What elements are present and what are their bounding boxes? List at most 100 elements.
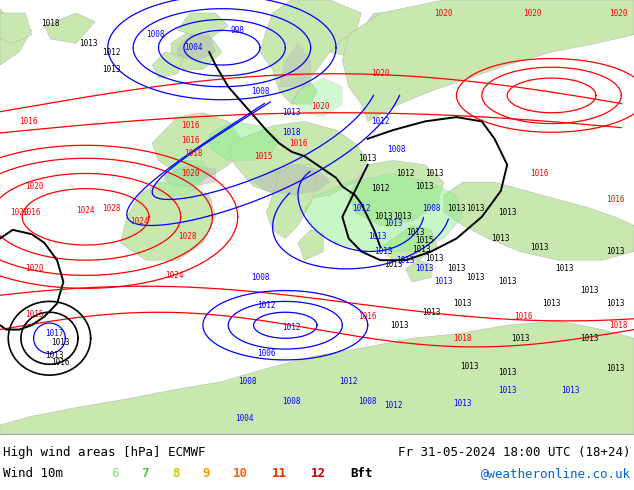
Text: 9: 9	[202, 467, 210, 480]
Polygon shape	[44, 13, 95, 44]
Text: 11: 11	[272, 467, 287, 480]
Text: 1008: 1008	[282, 396, 301, 406]
Text: 1020: 1020	[609, 8, 628, 18]
Text: 1013: 1013	[605, 364, 624, 373]
Text: 1013: 1013	[425, 169, 444, 178]
Text: 1008: 1008	[238, 377, 257, 386]
Polygon shape	[0, 9, 32, 65]
Text: High wind areas [hPa] ECMWF: High wind areas [hPa] ECMWF	[3, 446, 205, 459]
Polygon shape	[228, 122, 368, 199]
Polygon shape	[292, 82, 317, 104]
Text: Wind 10m: Wind 10m	[3, 467, 63, 480]
Text: 1020: 1020	[311, 102, 330, 111]
Text: 1020: 1020	[25, 182, 44, 191]
Text: 1013: 1013	[282, 108, 301, 117]
Text: Bft: Bft	[351, 467, 373, 480]
Polygon shape	[342, 0, 634, 122]
Polygon shape	[279, 44, 311, 87]
Text: 1015: 1015	[25, 310, 44, 319]
Text: 1013: 1013	[529, 243, 548, 252]
Text: 1013: 1013	[393, 212, 412, 221]
Polygon shape	[178, 35, 216, 61]
Text: 1008: 1008	[358, 396, 377, 406]
Text: 1013: 1013	[498, 368, 517, 377]
Polygon shape	[254, 165, 330, 195]
Text: 1013: 1013	[605, 299, 624, 308]
Text: 1018: 1018	[453, 334, 472, 343]
Polygon shape	[165, 160, 209, 187]
Text: 1017: 1017	[44, 329, 63, 339]
Text: 1013: 1013	[491, 234, 510, 243]
Text: 1016: 1016	[181, 121, 200, 130]
Text: 1020: 1020	[181, 169, 200, 178]
Text: 1012: 1012	[282, 323, 301, 332]
Text: 1016: 1016	[22, 208, 41, 217]
Text: 1008: 1008	[146, 30, 165, 39]
Text: 1016: 1016	[51, 358, 70, 367]
Polygon shape	[152, 52, 184, 78]
Text: 1018: 1018	[282, 128, 301, 137]
Text: 1016: 1016	[514, 312, 533, 321]
Text: 1020: 1020	[10, 208, 29, 217]
Text: 1008: 1008	[387, 145, 406, 154]
Text: 1013: 1013	[447, 265, 466, 273]
Text: 1013: 1013	[374, 212, 393, 221]
Polygon shape	[349, 160, 444, 225]
Text: 1016: 1016	[529, 169, 548, 178]
Polygon shape	[171, 30, 222, 70]
Text: 1004: 1004	[235, 414, 254, 423]
Text: @weatheronline.co.uk: @weatheronline.co.uk	[481, 467, 631, 480]
Text: 1012: 1012	[257, 301, 276, 310]
Text: 1028: 1028	[178, 232, 197, 241]
Polygon shape	[209, 122, 279, 160]
Text: 1018: 1018	[41, 19, 60, 28]
Text: 1013: 1013	[374, 247, 393, 256]
Text: 1013: 1013	[396, 256, 415, 265]
Text: 1013: 1013	[466, 273, 485, 282]
Polygon shape	[165, 165, 216, 187]
Polygon shape	[292, 78, 342, 117]
Text: 1013: 1013	[580, 286, 599, 295]
Text: 1008: 1008	[250, 273, 269, 282]
Polygon shape	[380, 225, 437, 260]
Text: 1015: 1015	[254, 151, 273, 161]
Text: 1015: 1015	[415, 236, 434, 245]
Text: 6: 6	[111, 467, 119, 480]
Text: 1013: 1013	[561, 386, 580, 395]
Text: 1012: 1012	[384, 401, 403, 410]
Text: 1013: 1013	[605, 247, 624, 256]
Text: 1013: 1013	[101, 65, 120, 74]
Polygon shape	[304, 173, 463, 251]
Text: 1013: 1013	[434, 277, 453, 286]
Polygon shape	[266, 165, 317, 239]
Text: 1024: 1024	[76, 206, 95, 215]
Text: Fr 31-05-2024 18:00 UTC (18+24): Fr 31-05-2024 18:00 UTC (18+24)	[398, 446, 631, 459]
Text: 1024: 1024	[165, 271, 184, 280]
Polygon shape	[0, 13, 32, 44]
Text: 1013: 1013	[415, 182, 434, 191]
Text: 1013: 1013	[453, 399, 472, 408]
Polygon shape	[330, 13, 393, 56]
Text: 1004: 1004	[184, 43, 203, 52]
Text: 1012: 1012	[371, 117, 390, 126]
Text: 1006: 1006	[257, 349, 276, 358]
Text: 998: 998	[231, 26, 245, 35]
Text: 1008: 1008	[422, 204, 441, 213]
Text: 1013: 1013	[555, 265, 574, 273]
Text: 1013: 1013	[79, 39, 98, 48]
Text: 1020: 1020	[25, 265, 44, 273]
Text: 1012: 1012	[101, 48, 120, 56]
Text: 1013: 1013	[498, 386, 517, 395]
Polygon shape	[260, 0, 361, 104]
Text: 1020: 1020	[371, 69, 390, 78]
Polygon shape	[298, 230, 323, 260]
Text: 1013: 1013	[358, 154, 377, 163]
Text: 1013: 1013	[44, 351, 63, 360]
Text: 1013: 1013	[415, 265, 434, 273]
Polygon shape	[444, 182, 634, 260]
Text: 1013: 1013	[390, 321, 409, 330]
Polygon shape	[0, 321, 634, 434]
Text: 1013: 1013	[498, 277, 517, 286]
Text: 1028: 1028	[101, 204, 120, 213]
Text: 1013: 1013	[498, 208, 517, 217]
